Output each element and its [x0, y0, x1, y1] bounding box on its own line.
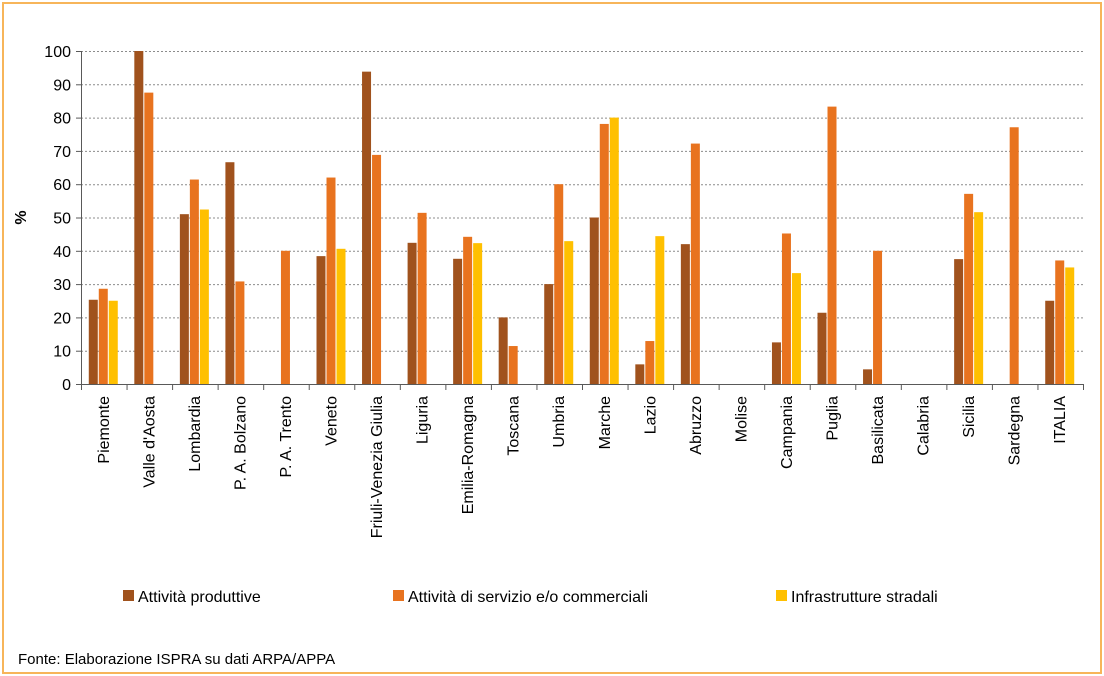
bar [554, 184, 564, 384]
bar [498, 317, 508, 384]
source-note: Fonte: Elaborazione ISPRA su dati ARPA/A… [18, 651, 336, 668]
bar [453, 258, 463, 384]
bar [179, 214, 189, 384]
bar [1045, 300, 1055, 384]
axes [76, 51, 1084, 390]
bar [407, 242, 417, 384]
bar [336, 248, 346, 384]
x-tick-label: Abruzzo [688, 396, 705, 455]
y-tick-label: 0 [62, 377, 71, 394]
x-tick-label: Valle d'Aosta [141, 396, 158, 488]
bar [680, 244, 690, 384]
x-tick-label: Emilia-Romagna [460, 396, 477, 514]
bar [564, 241, 574, 384]
x-tick-label: Molise [733, 396, 750, 442]
y-tick-label: 70 [53, 144, 71, 161]
bar [1055, 260, 1065, 384]
x-tick-label: Toscana [506, 396, 523, 456]
x-tick-label: Sardegna [1007, 396, 1024, 465]
bar [1065, 267, 1075, 384]
bars [88, 51, 1075, 385]
x-tick-label: Friuli-Venezia Giulia [369, 396, 386, 538]
bar [144, 92, 154, 384]
bar [362, 71, 372, 385]
x-tick-label: Lombardia [187, 396, 204, 472]
x-tick-label: Umbria [551, 396, 568, 448]
bar [225, 162, 235, 384]
bar [544, 284, 554, 384]
y-tick-label: 60 [53, 177, 71, 194]
bar [599, 123, 609, 384]
y-axis-label: % [13, 210, 30, 224]
legend-label: Attività produttive [138, 589, 261, 606]
bar [463, 236, 473, 384]
y-tick-label: 10 [53, 344, 71, 361]
bar [771, 342, 781, 384]
bar [473, 243, 483, 384]
bar [863, 369, 873, 384]
y-tick-label: 100 [44, 44, 71, 61]
x-tick-label: Basilicata [870, 396, 887, 465]
bar [873, 250, 883, 384]
bar [508, 346, 518, 384]
bar [316, 256, 326, 384]
bar [88, 299, 98, 384]
bar [781, 233, 791, 384]
bar [326, 177, 336, 384]
bar [964, 193, 974, 384]
x-tick-label: Sicilia [961, 396, 978, 438]
bar [974, 212, 984, 384]
bar [954, 259, 964, 384]
x-tick-label: Campania [779, 396, 796, 469]
bar [690, 143, 700, 384]
y-tick-label: 40 [53, 244, 71, 261]
bar [280, 250, 290, 384]
bar [235, 281, 245, 384]
bar [655, 236, 665, 384]
bar [199, 209, 209, 384]
bar [645, 341, 655, 384]
bar [417, 212, 427, 384]
bar [817, 312, 827, 384]
x-tick-label: Liguria [415, 396, 432, 444]
x-tick-label: Piemonte [96, 396, 113, 464]
x-tick-label: P. A. Trento [278, 396, 295, 478]
y-tick-label: 80 [53, 111, 71, 128]
y-tick-label: 90 [53, 77, 71, 94]
bar [372, 154, 382, 384]
bar-chart: 0 10 20 30 40 50 60 70 80 90 100 Piemonte Valle d'A… [13, 44, 1084, 606]
bar [98, 288, 108, 384]
y-tick-label: 20 [53, 310, 71, 327]
x-tick-label: Calabria [916, 396, 933, 456]
y-tick-labels: 0 10 20 30 40 50 60 70 80 90 100 [44, 44, 71, 394]
x-tick-labels: Piemonte Valle d'Aosta Lombardia P. A. Bolz… [96, 396, 1069, 539]
x-tick-label: ITALIA [1052, 396, 1069, 444]
gridlines [81, 51, 1083, 352]
bar [134, 51, 144, 384]
bar [827, 106, 837, 385]
x-tick-label: Lazio [642, 396, 659, 434]
legend-swatch [123, 590, 134, 601]
x-tick-label: P. A. Bolzano [232, 396, 249, 490]
bar [108, 300, 118, 384]
bar [589, 217, 599, 384]
legend-swatch [776, 590, 787, 601]
legend-label: Infrastrutture stradali [791, 589, 938, 606]
bar [635, 364, 645, 384]
bar [1009, 127, 1019, 384]
y-tick-label: 30 [53, 277, 71, 294]
bar [609, 117, 619, 384]
bar [189, 179, 199, 384]
x-tick-label: Marche [597, 396, 614, 449]
legend: Attività produttive Attività di servizio … [123, 589, 938, 606]
legend-swatch [393, 590, 404, 601]
y-tick-label: 50 [53, 211, 71, 228]
x-tick-label: Veneto [324, 396, 341, 446]
bar [791, 273, 801, 384]
legend-label: Attività di servizio e/o commerciali [408, 589, 648, 606]
x-tick-label: Puglia [825, 396, 842, 441]
